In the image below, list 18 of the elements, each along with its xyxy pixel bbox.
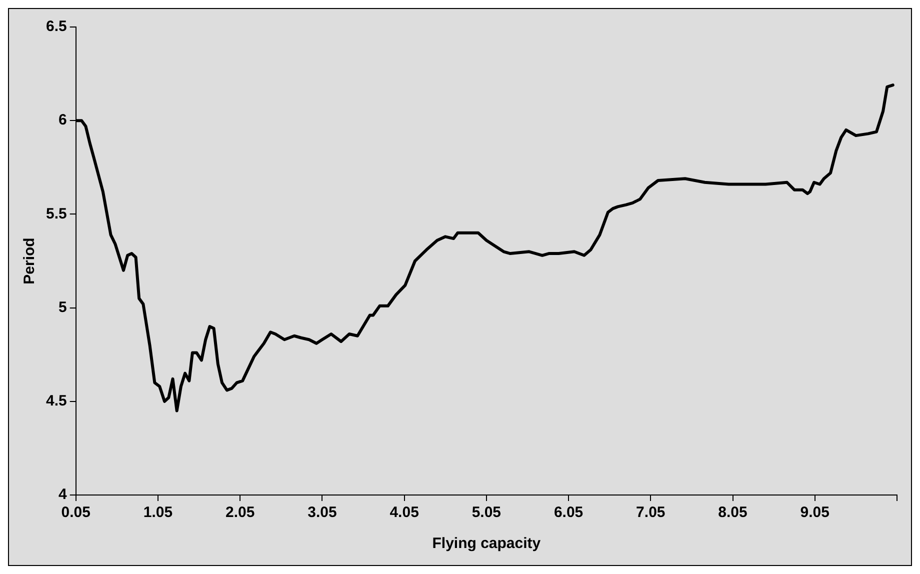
y-axis-title: Period (21, 238, 38, 284)
x-tick-label: 0.05 (61, 504, 90, 522)
x-tick-label: 9.05 (800, 504, 830, 522)
y-tick-label: 5.5 (46, 205, 67, 222)
y-tick-label: 6 (58, 112, 67, 129)
x-tick-label: 4.05 (390, 504, 419, 522)
x-axis-title: Flying capacity (432, 535, 542, 552)
y-tick-label: 4 (58, 486, 68, 504)
y-tick-label: 6.5 (46, 18, 67, 36)
x-tick-label: 3.05 (308, 504, 337, 522)
y-tick-label: 4.5 (46, 392, 67, 410)
x-tick-label: 1.05 (143, 504, 173, 522)
x-tick-label: 8.05 (718, 504, 748, 522)
x-tick-label: 7.05 (636, 504, 666, 522)
x-tick-label: 6.05 (554, 504, 584, 522)
x-tick-label: 5.05 (472, 504, 502, 522)
x-tick-label: 2.05 (225, 504, 255, 522)
y-tick-label: 5 (58, 298, 67, 316)
